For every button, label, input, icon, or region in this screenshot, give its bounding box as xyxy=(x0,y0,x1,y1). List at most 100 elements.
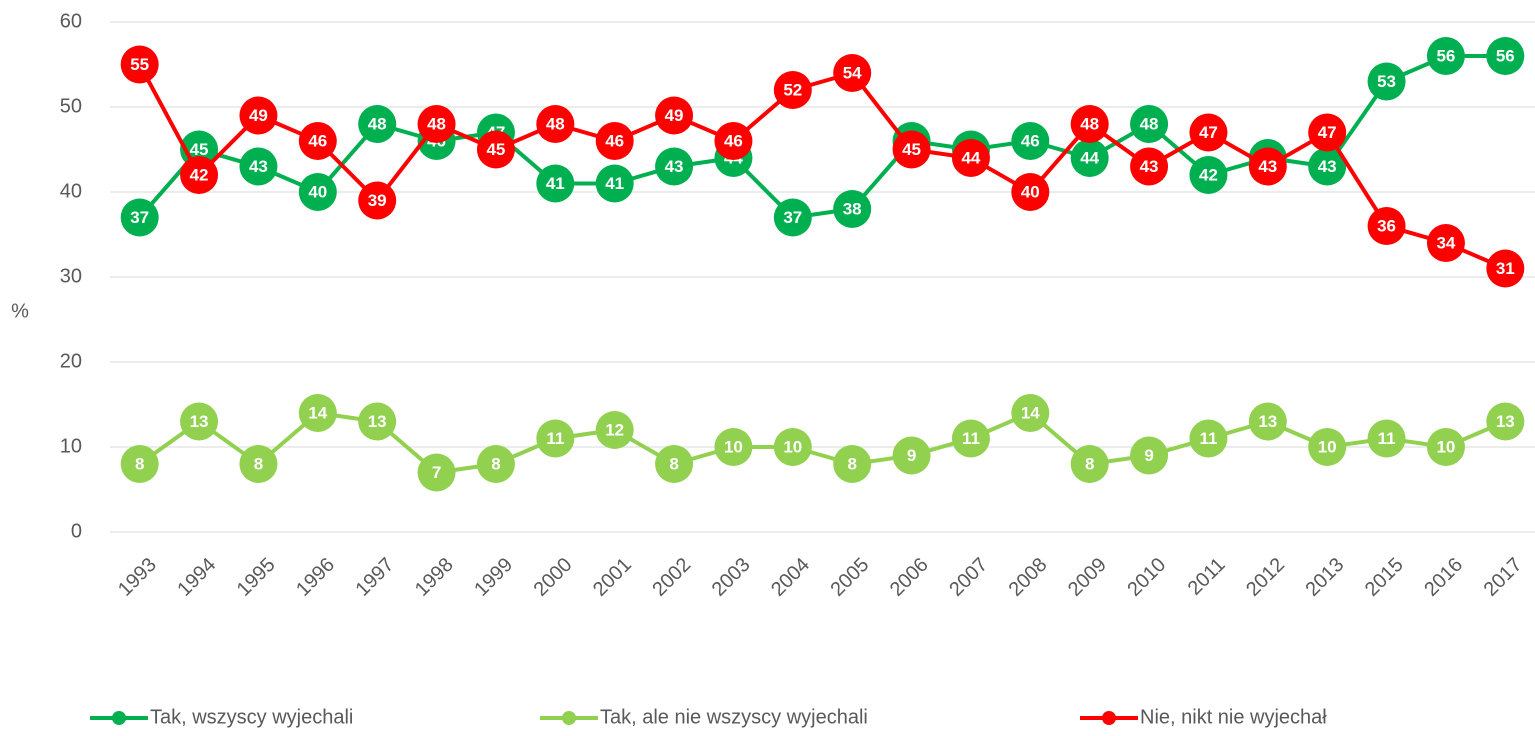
marker xyxy=(595,411,634,449)
marker xyxy=(833,54,872,92)
marker xyxy=(239,445,278,483)
data-label: 46 xyxy=(1021,131,1040,150)
data-label: 8 xyxy=(135,454,144,473)
marker xyxy=(536,164,575,203)
data-label: 13 xyxy=(190,412,209,431)
legend-marker xyxy=(112,711,126,725)
data-label: 43 xyxy=(665,157,684,176)
data-label: 40 xyxy=(1021,182,1040,201)
marker xyxy=(1189,113,1228,152)
marker xyxy=(1070,139,1109,177)
marker xyxy=(951,139,990,177)
x-tick-label: 2012 xyxy=(1242,554,1289,601)
marker xyxy=(180,156,219,194)
marker xyxy=(358,402,397,441)
marker xyxy=(655,96,694,135)
data-label: 56 xyxy=(1496,46,1515,65)
y-tick-label: 30 xyxy=(60,265,82,287)
x-tick-label: 1993 xyxy=(114,554,161,601)
marker xyxy=(1367,207,1406,245)
marker xyxy=(120,198,159,237)
series-line xyxy=(137,63,1507,271)
x-tick-label: 2005 xyxy=(826,554,873,601)
x-tick-label: 1996 xyxy=(292,554,339,601)
marker xyxy=(1189,156,1228,194)
marker xyxy=(417,453,456,492)
marker xyxy=(298,173,337,211)
data-label: 13 xyxy=(1496,412,1515,431)
x-tick-label: 2004 xyxy=(767,554,814,601)
marker xyxy=(833,445,872,483)
marker xyxy=(476,445,515,483)
marker xyxy=(892,436,931,475)
data-label: 9 xyxy=(1144,446,1153,465)
data-label: 43 xyxy=(249,157,268,176)
data-label: 46 xyxy=(605,131,624,150)
marker xyxy=(714,122,753,160)
y-axis-label: % xyxy=(11,300,29,322)
data-label: 46 xyxy=(724,131,743,150)
marker xyxy=(1248,147,1287,186)
marker xyxy=(1308,113,1347,152)
data-label: 47 xyxy=(1199,123,1218,142)
x-tick-label: 2002 xyxy=(648,554,695,601)
marker xyxy=(595,122,634,160)
x-tick-label: 2013 xyxy=(1301,554,1348,601)
marker xyxy=(1367,419,1406,458)
data-label: 48 xyxy=(1080,114,1099,133)
data-label: 11 xyxy=(962,429,980,448)
x-tick-label: 1997 xyxy=(351,554,398,601)
legend-label: Nie, nikt nie wyjechał xyxy=(1140,706,1327,728)
data-label: 42 xyxy=(1199,165,1218,184)
data-label: 11 xyxy=(1199,429,1217,448)
data-label: 48 xyxy=(427,114,446,133)
data-label: 45 xyxy=(190,140,209,159)
marker xyxy=(298,394,337,432)
marker xyxy=(1367,62,1406,101)
marker xyxy=(536,419,575,458)
data-label: 10 xyxy=(1318,437,1337,456)
data-label: 34 xyxy=(1436,233,1455,252)
data-label: 45 xyxy=(902,140,921,159)
marker xyxy=(595,164,634,203)
y-tick-label: 0 xyxy=(71,520,82,542)
x-tick-label: 1999 xyxy=(470,554,517,601)
data-label: 13 xyxy=(368,412,387,431)
x-tick-label: 2017 xyxy=(1480,554,1527,601)
marker xyxy=(358,105,397,143)
x-tick-label: 2010 xyxy=(1123,554,1170,601)
marker xyxy=(1248,402,1287,441)
data-label: 48 xyxy=(546,114,565,133)
x-tick-label: 1998 xyxy=(411,554,458,601)
marker xyxy=(476,130,515,169)
data-label: 47 xyxy=(1318,123,1337,142)
data-label: 10 xyxy=(1436,437,1455,456)
y-tick-label: 40 xyxy=(60,180,82,202)
x-tick-label: 2006 xyxy=(886,554,933,601)
x-tick-label: 2015 xyxy=(1361,554,1408,601)
data-label: 43 xyxy=(1318,157,1337,176)
marker xyxy=(180,402,219,441)
data-label: 13 xyxy=(1258,412,1277,431)
data-label: 8 xyxy=(1085,454,1094,473)
x-tick-label: 2011 xyxy=(1184,554,1230,600)
x-tick-label: 2000 xyxy=(530,554,577,601)
x-tick-label: 2008 xyxy=(1005,554,1052,601)
data-label: 53 xyxy=(1377,72,1396,91)
data-label: 31 xyxy=(1496,259,1515,278)
data-label: 40 xyxy=(308,182,327,201)
data-label: 11 xyxy=(1378,429,1396,448)
marker xyxy=(714,428,753,466)
data-label: 48 xyxy=(1140,114,1159,133)
marker xyxy=(1070,105,1109,143)
marker xyxy=(773,198,812,237)
marker xyxy=(1130,436,1169,475)
marker xyxy=(1486,402,1525,441)
legend-marker xyxy=(1102,711,1116,725)
data-label: 14 xyxy=(1021,403,1040,422)
x-tick-label: 2009 xyxy=(1064,554,1111,601)
data-label: 45 xyxy=(486,140,505,159)
data-label: 36 xyxy=(1377,216,1396,235)
marker xyxy=(120,445,159,483)
marker xyxy=(358,181,397,220)
